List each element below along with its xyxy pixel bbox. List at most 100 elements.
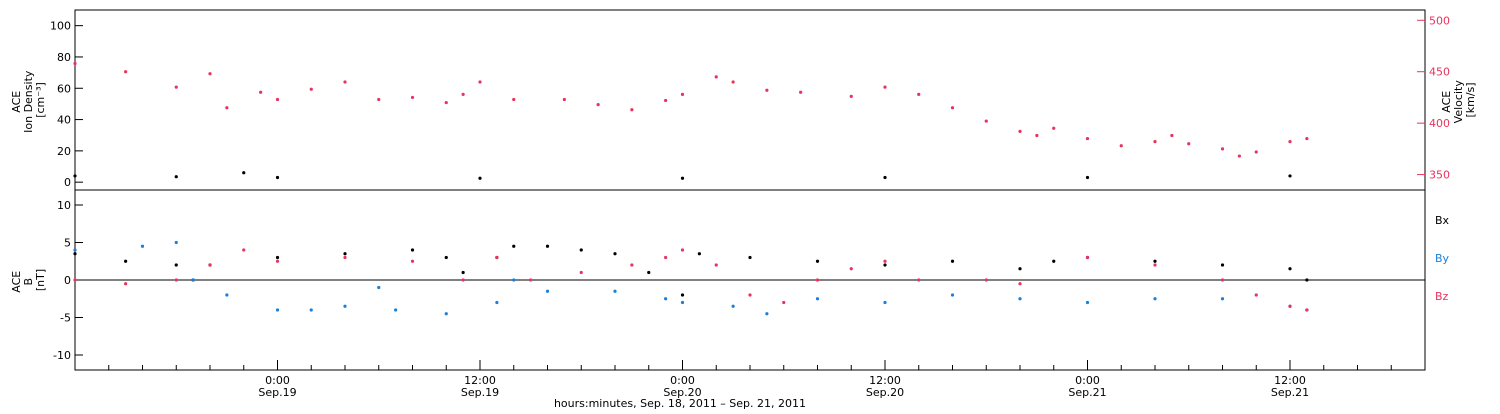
- data-point: [394, 308, 398, 312]
- data-point: [377, 285, 381, 290]
- data-point: [242, 248, 246, 252]
- data-point: [1305, 308, 1309, 312]
- data-point: [275, 175, 280, 180]
- data-point: [259, 90, 263, 94]
- data-point: [140, 244, 145, 248]
- data-point: [647, 270, 651, 275]
- data-point: [444, 100, 448, 105]
- data-point: [579, 248, 583, 252]
- top-left-axis: 0 20 40 60 80 100: [50, 20, 83, 189]
- data-point: [1018, 282, 1022, 286]
- data-point: [950, 106, 955, 110]
- data-point: [124, 259, 128, 263]
- data-point: [562, 97, 566, 102]
- data-point: [73, 61, 77, 66]
- data-point: [664, 297, 668, 301]
- data-point: [1305, 136, 1309, 141]
- data-point: [275, 259, 280, 263]
- legend-by: By: [1435, 252, 1450, 265]
- data-point: [444, 312, 448, 316]
- data-point: [512, 278, 516, 282]
- data-point: [664, 255, 668, 260]
- data-point: [883, 259, 887, 263]
- tick-label: -5: [60, 312, 71, 325]
- data-point: [343, 80, 347, 84]
- data-point: [1119, 144, 1123, 148]
- data-point: [208, 72, 212, 76]
- tick-label: 12:00: [464, 374, 496, 387]
- tick-label: 350: [1429, 169, 1450, 182]
- data-point: [73, 252, 77, 256]
- data-point: [1220, 263, 1225, 267]
- data-point: [1237, 154, 1241, 158]
- data-point: [1254, 150, 1258, 154]
- data-point: [1288, 304, 1292, 308]
- data-point: [1254, 293, 1258, 297]
- data-point: [208, 263, 212, 267]
- tick-label: 10: [57, 199, 71, 212]
- data-point: [664, 98, 668, 103]
- data-point: [1153, 297, 1157, 301]
- data-point: [1153, 140, 1157, 144]
- data-point: [950, 259, 955, 263]
- data-point: [984, 119, 988, 123]
- tick-label: Sep.21: [1271, 386, 1309, 399]
- data-point: [815, 278, 820, 282]
- tick-label: Sep.19: [258, 386, 296, 399]
- tick-label: -10: [53, 349, 71, 362]
- data-point: [596, 103, 600, 107]
- data-point: [883, 263, 887, 267]
- data-point: [73, 174, 77, 178]
- tick-label: 40: [57, 114, 71, 127]
- data-point: [1220, 147, 1225, 151]
- data-point: [343, 304, 347, 308]
- data-point: [478, 176, 482, 180]
- x-axis: 0:00Sep.1912:00Sep.190:00Sep.2012:00Sep.…: [74, 360, 1426, 399]
- tick-label: Sep.20: [663, 386, 701, 399]
- data-point: [275, 308, 280, 312]
- data-point: [1153, 263, 1157, 267]
- data-point: [410, 259, 415, 263]
- data-point: [680, 293, 685, 297]
- data-point: [1153, 259, 1157, 263]
- tick-label: 0:00: [670, 374, 695, 387]
- x-axis-title: hours:minutes, Sep. 18, 2011 – Sep. 21, …: [554, 397, 806, 410]
- tick-label: 20: [57, 145, 71, 158]
- tick-label: 500: [1429, 14, 1450, 27]
- top-right-axis: 350 400 450 500: [1417, 14, 1450, 182]
- data-point: [225, 293, 229, 297]
- data-point: [512, 97, 516, 102]
- data-point: [1170, 133, 1174, 138]
- data-point: [680, 300, 685, 305]
- data-point: [815, 297, 820, 301]
- bottom-left-axis: -10 -5 0 5 10: [53, 199, 83, 362]
- data-point: [1187, 142, 1191, 146]
- tick-label: 400: [1429, 117, 1450, 130]
- data-point: [309, 308, 313, 312]
- data-point: [343, 252, 347, 256]
- data-point: [174, 263, 178, 267]
- data-point: [849, 94, 853, 98]
- data-point: [917, 278, 921, 282]
- data-point: [73, 278, 77, 282]
- data-point: [883, 300, 887, 305]
- data-point: [630, 263, 634, 267]
- tick-label: Sep.19: [461, 386, 499, 399]
- data-point: [1288, 267, 1292, 271]
- data-point: [680, 248, 685, 252]
- data-point: [461, 92, 465, 96]
- data-point: [512, 244, 516, 248]
- data-point: [714, 263, 718, 267]
- data-point: [680, 176, 685, 180]
- top-left-axis-title: ACE Ion Density [cm⁻³]: [10, 67, 47, 133]
- data-point: [174, 85, 178, 89]
- data-point: [1288, 174, 1292, 178]
- data-point: [1085, 175, 1090, 180]
- tick-label: 12:00: [869, 374, 901, 387]
- data-point: [343, 255, 347, 260]
- data-point: [984, 278, 988, 282]
- data-point: [1085, 300, 1090, 305]
- data-point: [579, 270, 583, 275]
- data-point: [225, 106, 229, 110]
- data-point: [1085, 136, 1090, 141]
